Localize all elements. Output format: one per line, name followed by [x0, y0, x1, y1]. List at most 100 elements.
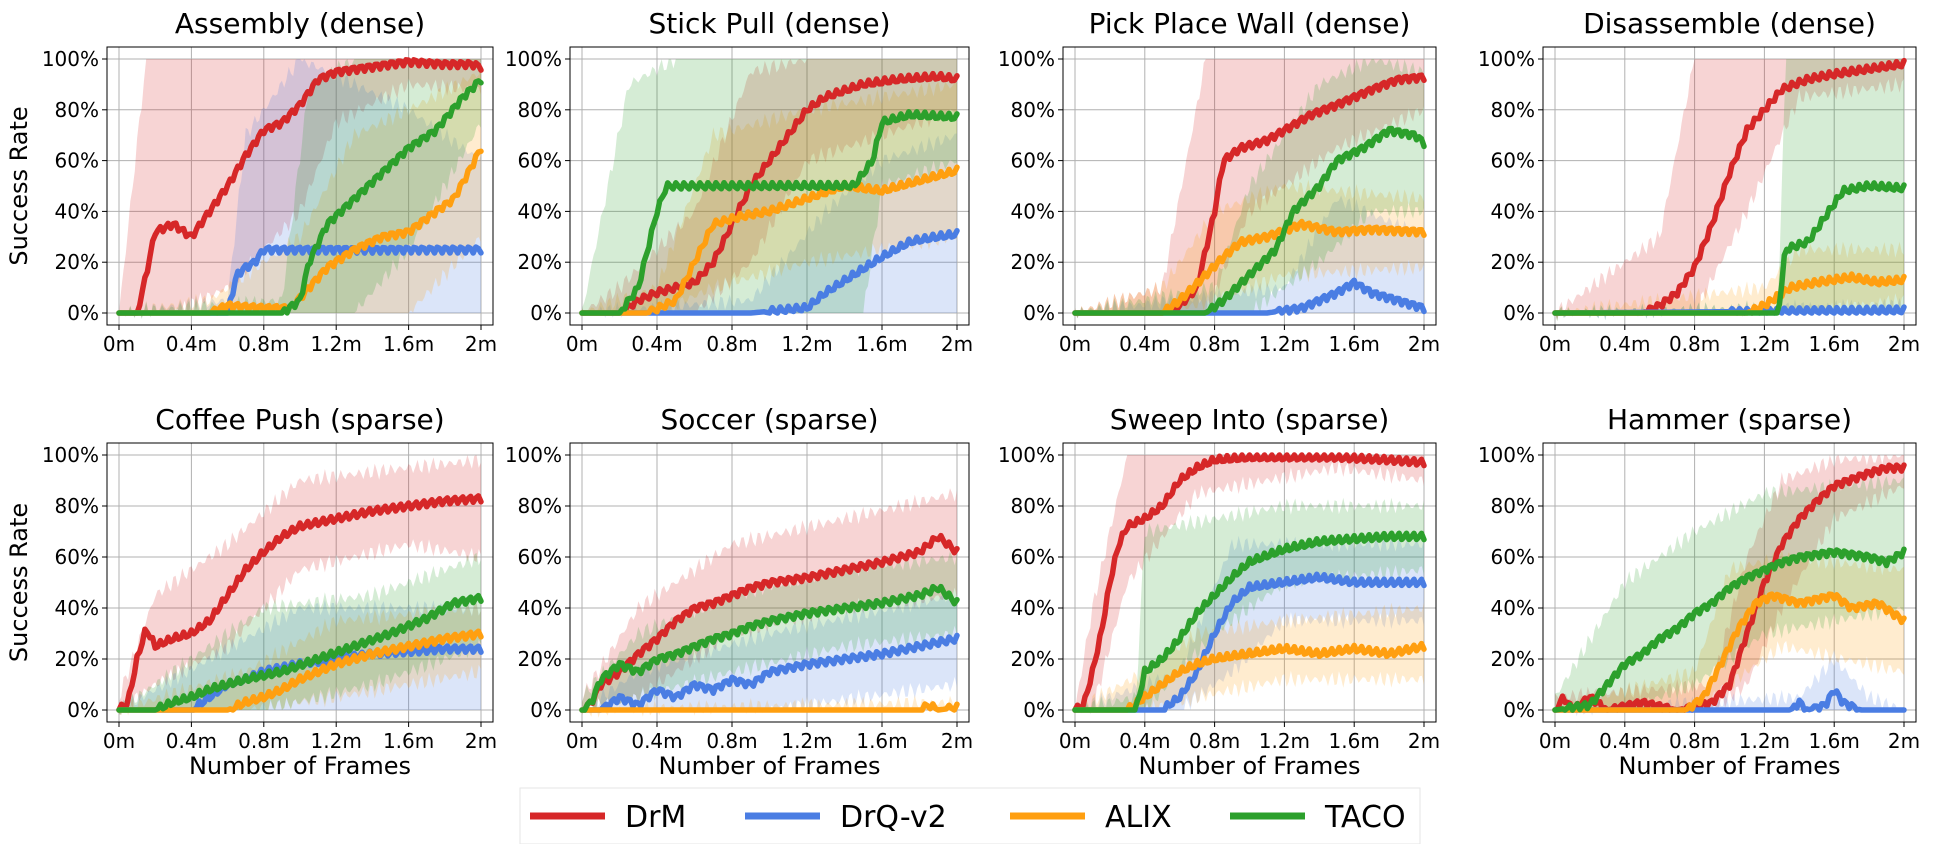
y-tick-label: 20%: [1011, 250, 1055, 274]
plot-area: [1072, 452, 1427, 715]
y-tick-label: 100%: [1478, 47, 1535, 71]
series-line-taco: [1072, 125, 1427, 316]
x-tick-label: 1.2m: [311, 729, 362, 753]
band-taco: [119, 59, 481, 320]
x-tick-label: 0m: [566, 729, 598, 753]
x-tick-label: 0m: [1059, 729, 1091, 753]
y-tick-label: 0%: [1503, 301, 1535, 325]
chart-panel-stick-pull-dense: 0m 0.4m 0.8m 1.2m 1.6m 2m 0% 20% 40% 60% 80% 100% St…: [505, 7, 973, 356]
legend-entry-drq-v2: DrQ-v2: [745, 800, 947, 835]
x-tick-label: 1.2m: [1259, 729, 1310, 753]
series-line-taco: [116, 78, 484, 316]
y-tick-label: 80%: [1011, 494, 1055, 518]
x-tick-label: 1.6m: [383, 729, 434, 753]
x-tick-label: 0m: [1539, 332, 1571, 356]
chart-title: Pick Place Wall (dense): [1089, 7, 1411, 40]
x-tick-label: 0.8m: [706, 332, 757, 356]
x-tick-label: 1.6m: [1329, 729, 1380, 753]
y-tick-label: 40%: [1011, 596, 1055, 620]
x-tick-label: 0m: [103, 332, 135, 356]
y-tick-label: 40%: [1011, 199, 1055, 223]
axes-frame: [106, 442, 494, 723]
y-tick-label: 20%: [518, 250, 562, 274]
y-tick-label: 60%: [1011, 149, 1055, 173]
axes-frame: [569, 442, 970, 723]
y-tick-label: 80%: [518, 494, 562, 518]
y-tick-label: 80%: [55, 98, 99, 122]
x-tick-label: 0.4m: [631, 332, 682, 356]
x-tick-label: 0.8m: [1189, 332, 1240, 356]
y-tick-label: 60%: [1011, 545, 1055, 569]
plot-area: [116, 57, 484, 320]
band-alix: [119, 66, 481, 318]
axes-frame: [1542, 442, 1917, 723]
y-tick-label: 100%: [42, 443, 99, 467]
y-tick-label: 100%: [998, 47, 1055, 71]
x-tick-label: 1.2m: [781, 332, 832, 356]
y-tick-label: 0%: [67, 698, 99, 722]
band-drm: [1555, 455, 1904, 710]
band-alix: [1075, 179, 1424, 319]
x-tick-label: 2m: [941, 332, 973, 356]
x-tick-label: 1.6m: [1809, 729, 1860, 753]
legend-entry-alix: ALIX: [1010, 800, 1172, 835]
x-tick-label: 0.4m: [1599, 332, 1650, 356]
legend-label: DrM: [625, 800, 686, 835]
y-tick-label: 80%: [55, 494, 99, 518]
chart-title: Coffee Push (sparse): [155, 403, 444, 436]
y-tick-label: 60%: [518, 545, 562, 569]
plot-area: [579, 59, 960, 318]
x-axis-label: Number of Frames: [189, 752, 411, 780]
x-tick-label: 0.4m: [1119, 729, 1170, 753]
chart-panels: 0m 0.4m 0.8m 1.2m 1.6m 2m 0% 20% 40% 60% 80% 100% As…: [5, 7, 1920, 780]
x-tick-label: 2m: [1888, 729, 1920, 753]
legend-entry-taco: TACO: [1230, 800, 1406, 835]
y-tick-label: 20%: [1011, 647, 1055, 671]
y-tick-label: 0%: [1023, 301, 1055, 325]
plot-area: [1552, 455, 1907, 717]
band-taco: [1075, 59, 1424, 319]
chart-panel-coffee-push-sparse: 0m 0.4m 0.8m 1.2m 1.6m 2m 0% 20% 40% 60% 80% 100% Co…: [5, 403, 497, 780]
series-line-drq-v2: [579, 632, 960, 713]
series-line-alix: [579, 164, 960, 316]
legend-label: DrQ-v2: [840, 800, 947, 835]
band-alix: [1555, 548, 1904, 712]
x-tick-label: 0.8m: [1189, 729, 1240, 753]
chart-panel-hammer-sparse: 0m 0.4m 0.8m 1.2m 1.6m 2m 0% 20% 40% 60% 80% 100% Ha…: [1478, 403, 1920, 780]
chart-panel-disassemble-dense: 0m 0.4m 0.8m 1.2m 1.6m 2m 0% 20% 40% 60% 80% 100% Di…: [1478, 7, 1920, 356]
x-tick-label: 2m: [941, 729, 973, 753]
y-tick-label: 60%: [55, 149, 99, 173]
y-tick-label: 80%: [1491, 98, 1535, 122]
legend-label: ALIX: [1105, 800, 1172, 835]
axes-frame: [1062, 442, 1437, 723]
axes-frame: [569, 46, 970, 326]
x-tick-label: 1.6m: [1329, 332, 1380, 356]
series-line-drm: [579, 70, 960, 316]
x-tick-label: 0m: [103, 729, 135, 753]
x-tick-label: 0m: [1539, 729, 1571, 753]
y-tick-label: 100%: [42, 47, 99, 71]
y-tick-label: 0%: [1023, 698, 1055, 722]
chart-title: Disassemble (dense): [1583, 7, 1876, 40]
y-axis-label: Success Rate: [5, 503, 33, 662]
series-line-taco: [579, 583, 960, 713]
y-axis-label: Success Rate: [5, 106, 33, 265]
band-drq-v2: [119, 599, 481, 715]
chart-title: Sweep Into (sparse): [1110, 403, 1390, 436]
x-axis-label: Number of Frames: [1618, 752, 1840, 780]
y-tick-label: 20%: [1491, 647, 1535, 671]
band-drq-v2: [582, 590, 957, 716]
x-tick-label: 0.8m: [1669, 332, 1720, 356]
y-tick-label: 40%: [55, 596, 99, 620]
chart-panel-pick-place-wall-dense: 0m 0.4m 0.8m 1.2m 1.6m 2m 0% 20% 40% 60% 80% 100% Pi…: [998, 7, 1440, 356]
series-line-taco: [579, 108, 960, 316]
x-axis-label: Number of Frames: [1138, 752, 1360, 780]
plot-area: [1552, 57, 1907, 322]
x-tick-label: 2m: [465, 332, 497, 356]
y-tick-label: 100%: [998, 443, 1055, 467]
series-line-taco: [1552, 546, 1907, 713]
band-taco: [119, 552, 481, 715]
y-tick-label: 60%: [1491, 545, 1535, 569]
chart-panel-sweep-into-sparse: 0m 0.4m 0.8m 1.2m 1.6m 2m 0% 20% 40% 60% 80% 100% Sw…: [998, 403, 1440, 780]
